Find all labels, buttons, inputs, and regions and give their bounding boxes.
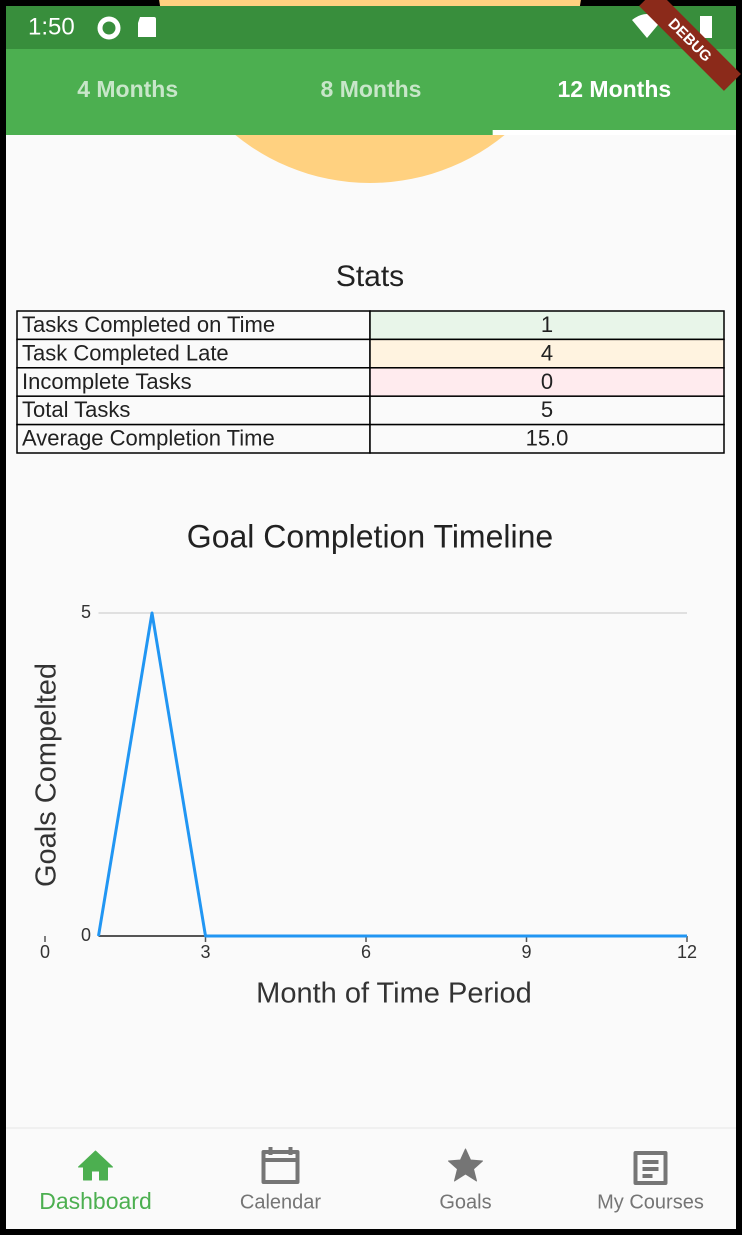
- nav-icon[interactable]: [261, 1147, 300, 1184]
- row-value: 1: [541, 312, 553, 337]
- row-label: Incomplete Tasks: [22, 369, 192, 394]
- row-label: Task Completed Late: [22, 340, 229, 365]
- y-tick-label: 5: [81, 602, 91, 622]
- settings-icon: [97, 16, 121, 40]
- nav-label[interactable]: Dashboard: [39, 1188, 152, 1214]
- row-label: Tasks Completed on Time: [22, 312, 275, 337]
- row-left: [16, 338, 371, 369]
- tab-indicator: [492, 130, 736, 135]
- x-tick-label: 0: [40, 942, 50, 962]
- nav-icon[interactable]: [78, 1150, 113, 1181]
- status-bar: [6, 6, 736, 49]
- row-right: [369, 310, 725, 341]
- app-bar: [6, 49, 736, 135]
- row-right: [369, 395, 725, 426]
- sd-icon: [138, 17, 156, 37]
- nav-icon[interactable]: [448, 1148, 483, 1182]
- chart-title: Goal Completion Timeline: [187, 518, 553, 554]
- tab-label[interactable]: 4 Months: [77, 76, 178, 102]
- battery-icon: [700, 16, 712, 38]
- stats-title: Stats: [336, 260, 404, 293]
- row-right: [369, 423, 725, 454]
- x-tick-label: 9: [521, 942, 531, 962]
- row-value: 4: [541, 340, 553, 365]
- debug-ribbon: [639, 0, 741, 91]
- row-value: 5: [541, 397, 553, 422]
- y-axis-label: Goals Compelted: [31, 663, 63, 887]
- nav-label[interactable]: Calendar: [240, 1191, 322, 1213]
- status-time: 1:50: [28, 13, 75, 40]
- nav-label[interactable]: My Courses: [597, 1191, 704, 1213]
- nav-label[interactable]: Goals: [439, 1191, 491, 1213]
- background: [6, 6, 736, 1229]
- row-left: [16, 310, 371, 341]
- row-left: [16, 423, 371, 454]
- x-tick-label: 12: [677, 942, 697, 962]
- row-value: 0: [541, 369, 553, 394]
- row-label: Total Tasks: [22, 397, 130, 422]
- x-tick-label: 3: [200, 942, 210, 962]
- row-value: 15.0: [526, 426, 569, 451]
- series-line: [97, 611, 687, 938]
- nav-icon[interactable]: [633, 1151, 668, 1185]
- row-label: Average Completion Time: [22, 426, 275, 451]
- x-tick-label: 6: [361, 942, 371, 962]
- x-axis-label: Month of Time Period: [256, 978, 532, 1010]
- row-right: [369, 338, 725, 369]
- tab-label[interactable]: 12 Months: [557, 76, 671, 102]
- tab-label[interactable]: 8 Months: [321, 76, 422, 102]
- y-tick-label: 0: [81, 925, 91, 945]
